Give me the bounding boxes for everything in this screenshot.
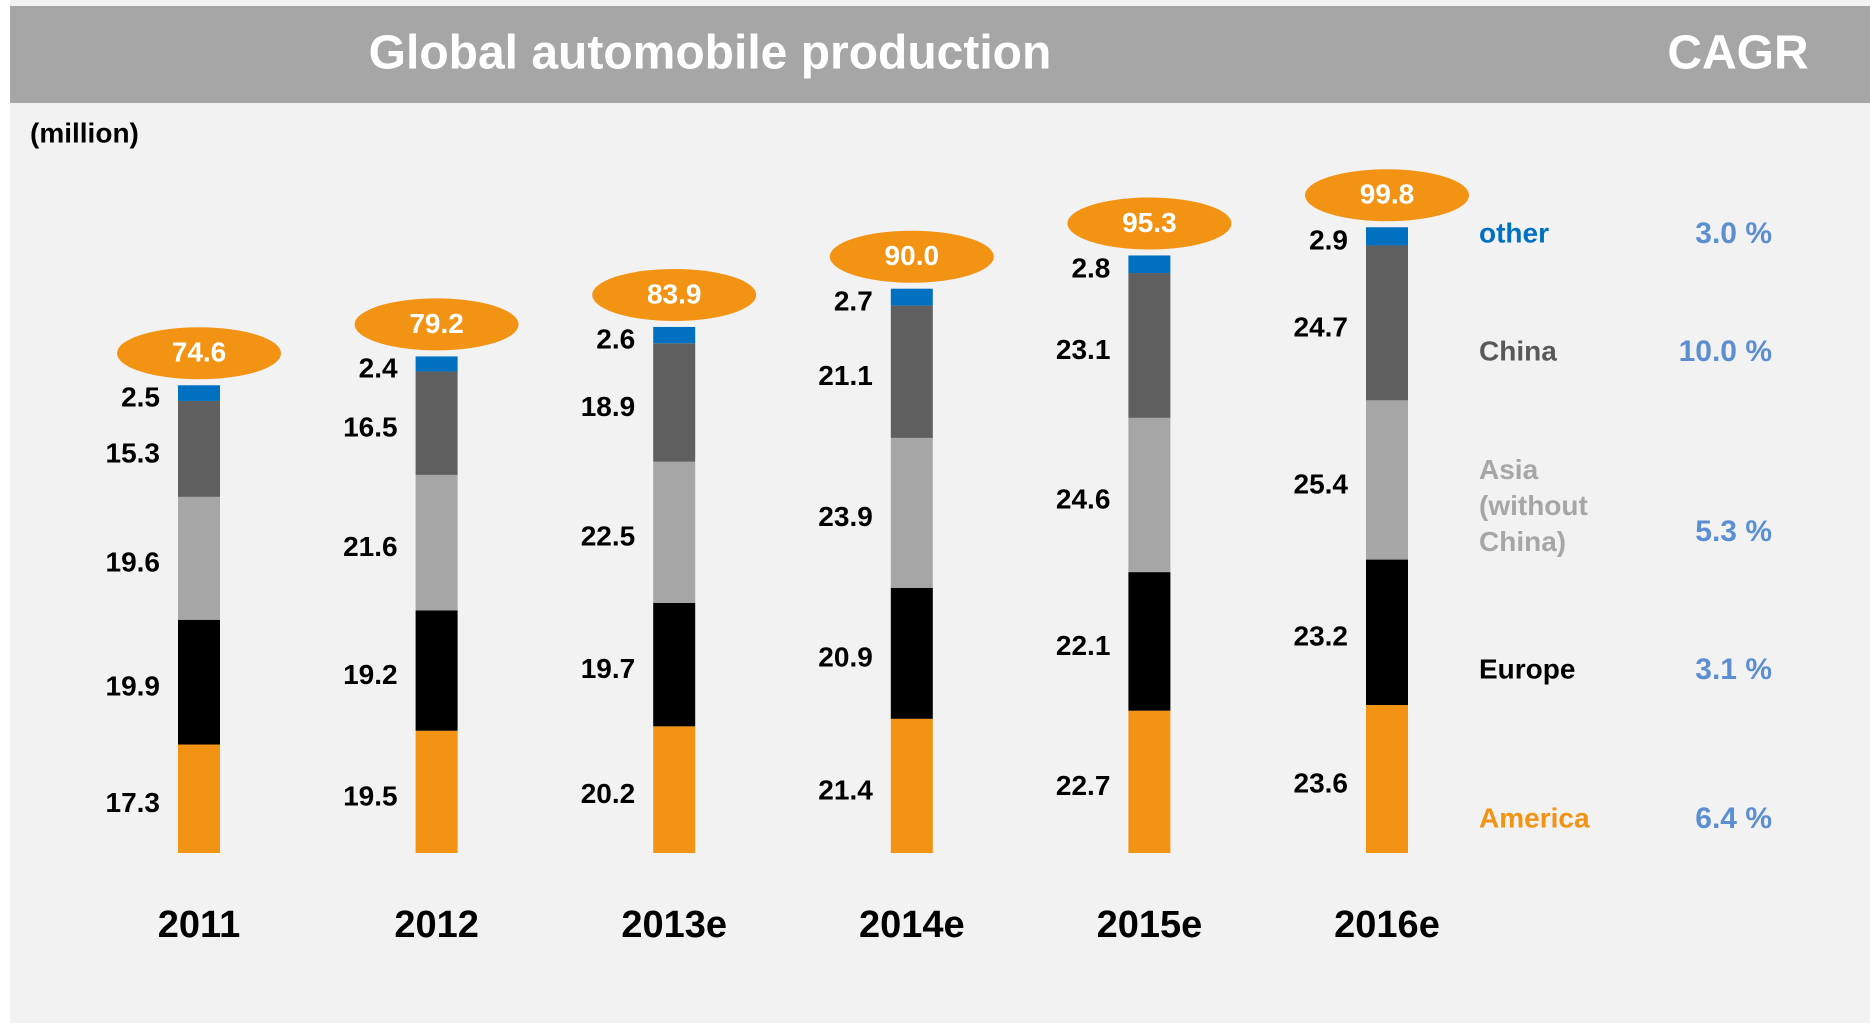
header-band bbox=[10, 6, 1870, 103]
value-label: 19.2 bbox=[343, 659, 398, 690]
bar-segment bbox=[1128, 417, 1171, 573]
bar-segment bbox=[415, 610, 458, 731]
total-badge bbox=[829, 230, 994, 283]
bar-segment bbox=[890, 288, 933, 306]
bar-segment bbox=[1128, 255, 1171, 274]
bar-segment bbox=[178, 619, 220, 745]
value-label: 24.7 bbox=[1294, 311, 1349, 342]
value-label: 25.4 bbox=[1294, 468, 1349, 499]
legend-label: America bbox=[1479, 802, 1590, 833]
legend-label: Asia (without China) bbox=[1479, 454, 1588, 557]
value-label: 22.1 bbox=[1056, 630, 1111, 661]
total-label: 90.0 bbox=[885, 240, 940, 271]
x-tick-label: 2012 bbox=[394, 904, 479, 946]
value-label: 2.5 bbox=[121, 381, 160, 412]
value-label: 23.2 bbox=[1294, 621, 1349, 652]
value-label: 19.9 bbox=[106, 671, 161, 702]
value-label: 22.5 bbox=[581, 521, 636, 552]
bar-segment bbox=[1128, 710, 1171, 853]
value-label: 16.5 bbox=[343, 412, 398, 443]
value-label: 2.4 bbox=[359, 352, 398, 383]
total-label: 83.9 bbox=[647, 278, 702, 309]
legend-label: other bbox=[1479, 217, 1549, 248]
legend-label: China bbox=[1479, 335, 1557, 366]
bar-segment bbox=[1366, 559, 1408, 706]
unit-label: (million) bbox=[30, 117, 139, 148]
bar-segment bbox=[415, 356, 458, 372]
bar-segment bbox=[415, 371, 458, 475]
value-label: 18.9 bbox=[581, 391, 636, 422]
bar-segment bbox=[653, 726, 696, 853]
value-label: 21.4 bbox=[818, 774, 873, 805]
bar-segment bbox=[1366, 227, 1408, 246]
total-badge bbox=[592, 268, 757, 321]
bar-segment bbox=[1128, 273, 1171, 418]
bar-segment bbox=[178, 400, 220, 497]
x-tick-label: 2016e bbox=[1334, 904, 1440, 946]
value-label: 21.6 bbox=[343, 531, 398, 562]
bar-segment bbox=[890, 437, 933, 588]
total-label: 79.2 bbox=[409, 308, 464, 339]
value-label: 20.2 bbox=[581, 778, 636, 809]
value-label: 2.9 bbox=[1309, 225, 1348, 256]
total-label: 74.6 bbox=[172, 337, 227, 368]
cagr-value: 3.0 % bbox=[1695, 217, 1772, 250]
value-label: 23.1 bbox=[1056, 334, 1111, 365]
cagr-value: 10.0 % bbox=[1679, 335, 1772, 368]
background bbox=[10, 0, 1870, 1023]
value-label: 19.6 bbox=[106, 547, 161, 578]
bar-segment bbox=[178, 496, 220, 620]
bar-segment bbox=[653, 602, 696, 727]
x-tick-label: 2011 bbox=[158, 904, 240, 946]
bar-segment bbox=[653, 461, 696, 603]
legend-label: Europe bbox=[1479, 653, 1575, 684]
value-label: 22.7 bbox=[1056, 770, 1111, 801]
bar-segment bbox=[890, 587, 933, 719]
bar-segment bbox=[178, 744, 220, 853]
total-badge bbox=[354, 298, 519, 351]
x-tick-label: 2015e bbox=[1097, 904, 1203, 946]
value-label: 23.9 bbox=[818, 501, 873, 532]
bar-segment bbox=[890, 718, 933, 853]
value-label: 19.7 bbox=[581, 653, 636, 684]
bar-segment bbox=[415, 474, 458, 611]
x-tick-label: 2014e bbox=[859, 904, 965, 946]
cagr-value: 6.4 % bbox=[1695, 802, 1772, 835]
value-label: 2.8 bbox=[1071, 253, 1110, 284]
value-label: 15.3 bbox=[106, 437, 161, 468]
total-label: 95.3 bbox=[1122, 207, 1177, 238]
value-label: 24.6 bbox=[1056, 483, 1111, 514]
total-badge bbox=[1067, 197, 1232, 250]
value-label: 21.1 bbox=[818, 360, 873, 391]
value-label: 19.5 bbox=[343, 780, 398, 811]
bar-segment bbox=[1366, 400, 1408, 560]
total-badge bbox=[1305, 169, 1469, 222]
bar-segment bbox=[653, 326, 696, 344]
x-tick-label: 2013e bbox=[621, 904, 727, 946]
value-label: 2.6 bbox=[596, 323, 635, 354]
cagr-value: 3.1 % bbox=[1695, 653, 1772, 686]
value-label: 17.3 bbox=[106, 787, 161, 818]
total-label: 99.8 bbox=[1360, 179, 1415, 210]
bar-segment bbox=[890, 305, 933, 438]
cagr-value: 5.3 % bbox=[1695, 515, 1772, 548]
bar-segment bbox=[178, 385, 220, 401]
bar-segment bbox=[653, 343, 696, 462]
value-label: 20.9 bbox=[818, 642, 873, 673]
cagr-title: CAGR bbox=[1667, 27, 1808, 80]
value-label: 23.6 bbox=[1294, 767, 1349, 798]
bar-segment bbox=[415, 730, 458, 853]
bar-segment bbox=[1366, 705, 1408, 853]
bar-segment bbox=[1128, 572, 1171, 711]
total-badge bbox=[117, 327, 281, 380]
chart-title: Global automobile production bbox=[369, 27, 1052, 80]
bar-segment bbox=[1366, 245, 1408, 401]
value-label: 2.7 bbox=[834, 286, 873, 317]
